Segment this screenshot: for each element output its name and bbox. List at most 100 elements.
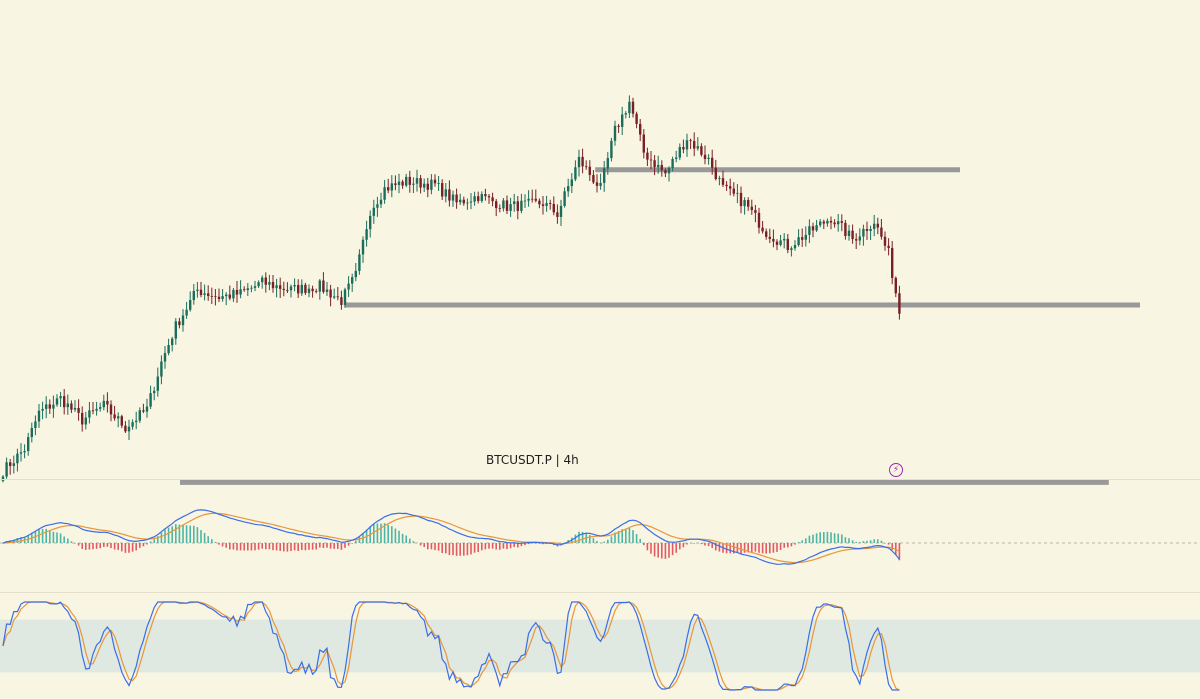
candle-body [401,181,404,186]
candle-body [333,296,336,298]
candle [250,285,253,293]
candle [880,218,883,240]
histogram-bar [157,536,159,543]
candle [736,184,739,204]
candle [307,284,311,298]
candle [855,233,858,250]
candle-body [513,201,516,205]
candle-body [891,247,894,278]
candle-body [556,212,559,217]
candle [199,281,203,298]
candle [59,391,62,407]
candle [1,475,5,483]
candle [365,220,368,247]
candle [556,204,559,224]
candle-body [750,206,753,211]
candle-body [275,285,278,289]
histogram-bar [635,534,638,543]
candle-body [52,404,55,409]
candle [873,214,876,237]
candle-body [761,227,764,232]
candle [149,385,152,410]
candle-body [289,286,293,291]
candle [455,188,458,209]
candle [282,281,285,297]
candle [117,412,120,428]
candle [268,274,271,291]
candle [336,287,339,301]
histogram-bar [20,537,22,543]
histogram-bar [855,541,857,543]
histogram-bar [794,543,796,545]
candle-body [678,147,681,158]
histogram-bar [167,527,170,543]
candle-body [261,277,264,283]
candle [732,182,735,197]
candle-body [693,141,696,149]
candle-body [628,101,631,114]
candle [55,394,59,407]
candle-body [433,179,437,184]
histogram-bar [661,543,663,559]
histogram-bar [869,540,872,543]
candle-body [376,204,379,208]
candle [617,123,620,133]
candle-body [214,296,217,298]
candle [27,432,30,456]
candle [664,168,667,178]
candle-body [203,293,206,295]
histogram-bar [614,532,616,543]
candle-body [732,188,735,194]
candle [851,224,854,244]
histogram-bar [373,524,375,543]
candle-body [264,277,267,285]
histogram-bar [394,528,397,543]
candle [696,137,699,151]
candle-body [739,192,743,207]
candle-body [178,321,181,326]
candle-body [34,421,37,429]
histogram-bar [218,543,220,545]
candle [505,195,509,214]
candle [541,196,545,215]
candle-body [99,407,102,409]
candle-body [538,200,541,205]
candle [66,394,69,415]
histogram-bar [110,543,112,549]
histogram-bar [527,543,530,545]
candle [891,241,894,285]
histogram-bar [272,543,274,551]
candle-body [815,225,818,231]
candle [70,400,73,413]
candle-body [545,203,548,206]
candle-body [768,236,771,239]
histogram-bar [225,543,227,548]
histogram-bar [653,543,656,557]
candle-body [700,146,703,155]
candle [433,174,437,187]
candle [592,170,595,185]
candle-body [91,410,95,412]
candle [289,284,293,298]
candle [419,175,422,194]
histogram-bar [340,543,343,550]
candle [847,224,851,241]
candle-body [286,290,289,291]
candle-body [397,181,401,186]
lightning-icon[interactable]: ⚡ [889,463,903,477]
candle [743,197,746,215]
histogram-bar [254,543,256,551]
candle [178,317,181,329]
histogram-bar [751,543,753,553]
candle [279,277,282,298]
candle-body [189,300,192,310]
candle [315,288,318,294]
candle-body [574,167,577,180]
histogram-bar [236,543,238,551]
candle [552,196,555,216]
candle [811,222,815,238]
candle-body [588,166,591,175]
candle-body [851,230,854,240]
candle [693,132,696,157]
candle-body [804,234,807,240]
